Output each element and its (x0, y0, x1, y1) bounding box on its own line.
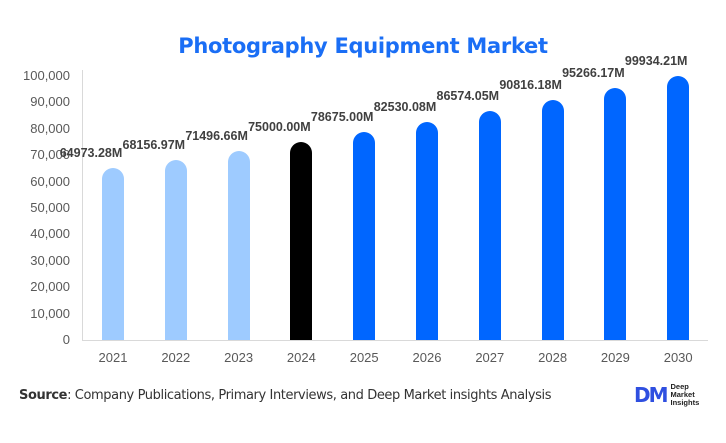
x-tick-label: 2023 (224, 350, 254, 365)
value-label: 68156.97M (122, 138, 186, 153)
bar-2023 (227, 151, 250, 340)
company-logo: DM Deep Market Insights (634, 383, 700, 408)
bar-2021 (102, 168, 124, 340)
y-tick-label: 10,000 (30, 305, 70, 321)
value-label: 99934.21M (624, 54, 688, 69)
y-axis-line (82, 70, 83, 341)
source-text: : Company Publications, Primary Intervie… (67, 388, 552, 403)
y-tick-label: 100,000 (23, 68, 70, 83)
value-label: 95266.17M (562, 66, 625, 81)
logo-mark-icon: DM (634, 383, 668, 407)
x-tick-label: 2029 (600, 350, 630, 365)
y-tick-label: 0 (62, 332, 70, 347)
bar-2028 (541, 100, 564, 340)
bar-2026 (416, 122, 438, 340)
bar-2022 (164, 160, 187, 340)
source-note: Source: Company Publications, Primary In… (19, 388, 552, 403)
logo-line: Insights (670, 398, 700, 407)
chart-title: Photography Equipment Market (178, 34, 548, 58)
value-label: 78675.00M (310, 110, 374, 125)
x-tick-label: 2026 (412, 350, 442, 365)
x-tick-label: 2021 (98, 350, 128, 365)
value-label: 82530.08M (373, 100, 437, 115)
x-axis-line (82, 340, 708, 341)
bar-2024 (290, 142, 313, 340)
value-label: 90816.18M (499, 78, 562, 93)
bar-2025 (353, 132, 376, 340)
source-label: Source (19, 388, 68, 403)
logo-text: Deep Market Insights (671, 383, 700, 407)
y-tick-label: 80,000 (30, 120, 70, 136)
y-tick-label: 70,000 (30, 147, 70, 163)
x-tick-label: 2030 (663, 350, 693, 365)
value-label: 86574.05M (436, 89, 500, 104)
value-label: 71496.66M (185, 129, 248, 144)
x-tick-label: 2025 (349, 350, 379, 365)
x-tick-label: 2028 (538, 350, 568, 365)
logo-line: Market (670, 390, 695, 399)
bar-2029 (604, 88, 627, 340)
bar-2027 (478, 111, 501, 340)
value-label: 75000.00M (248, 120, 311, 134)
bar-2030 (667, 76, 690, 340)
x-tick-label: 2024 (286, 350, 316, 365)
y-tick-label: 30,000 (30, 252, 70, 268)
y-tick-label: 50,000 (30, 200, 70, 215)
x-tick-label: 2027 (475, 350, 505, 365)
y-tick-label: 60,000 (30, 173, 70, 189)
y-tick-label: 40,000 (30, 226, 70, 242)
x-tick-label: 2022 (161, 350, 191, 365)
value-label: 64973.28M (59, 146, 123, 161)
y-tick-label: 90,000 (30, 94, 70, 110)
logo-line: Deep (670, 382, 689, 391)
y-tick-label: 20,000 (30, 279, 70, 295)
